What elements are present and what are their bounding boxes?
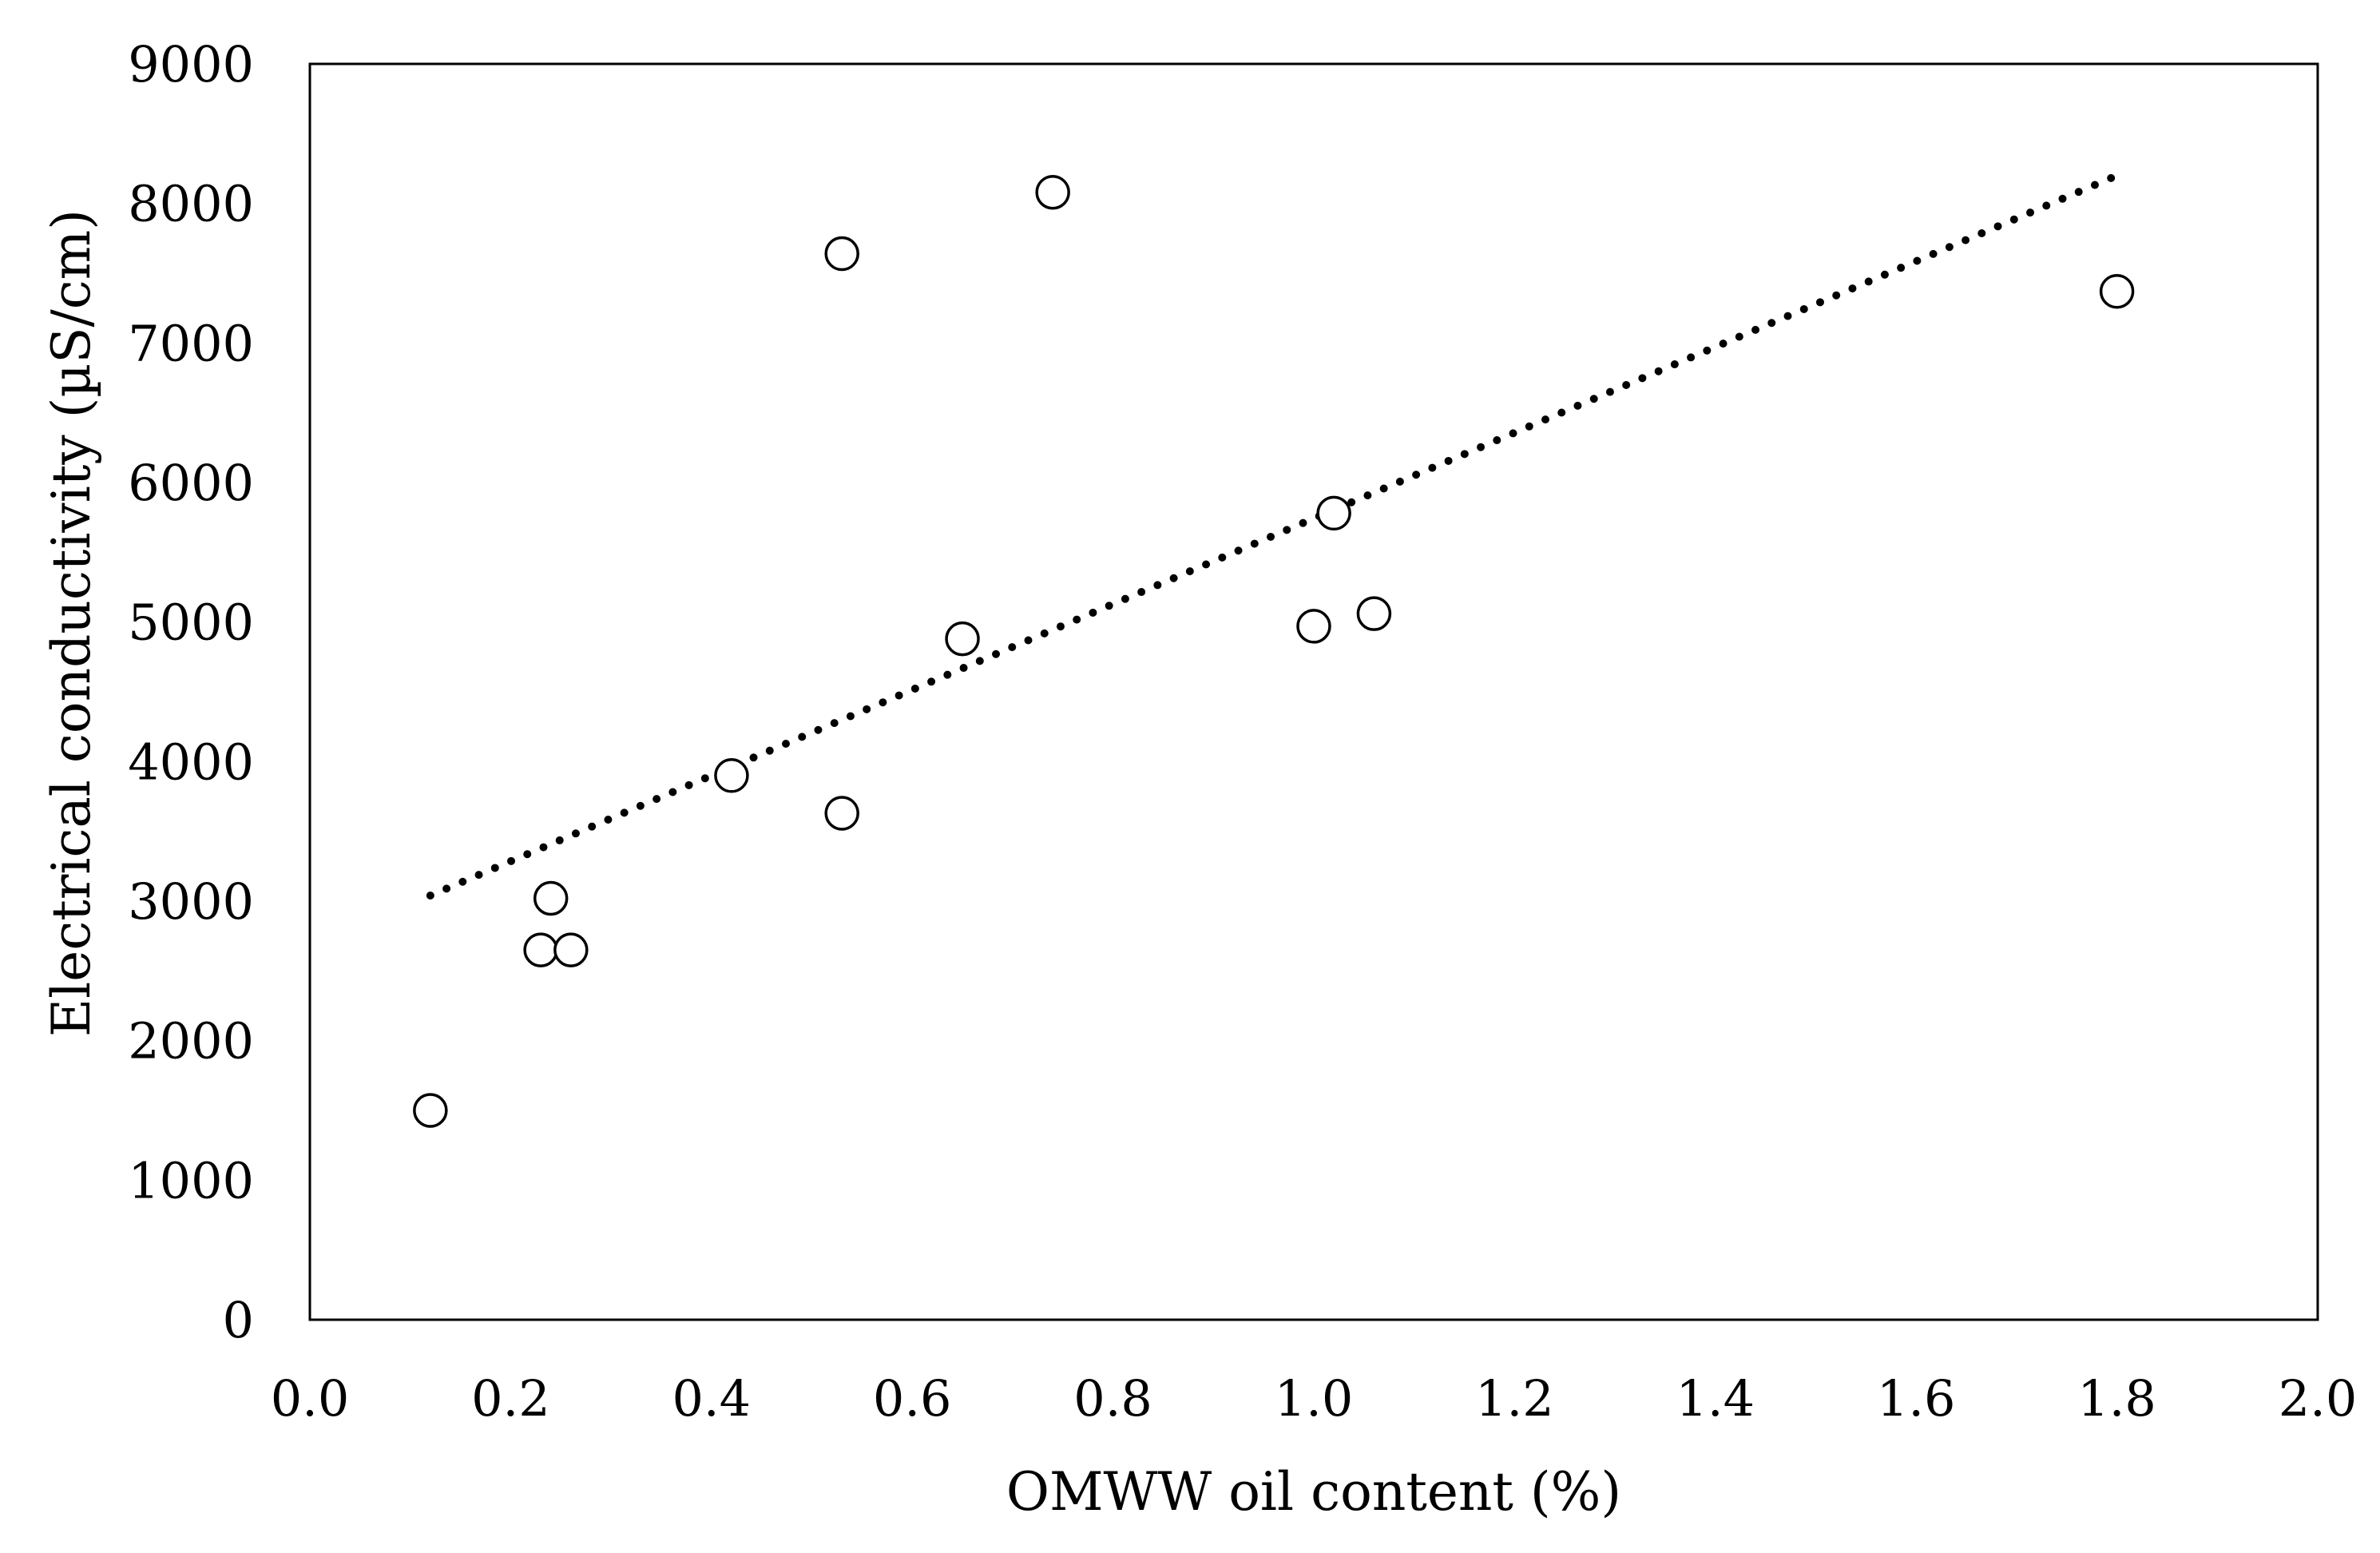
- y-tick-label: 9000: [128, 35, 254, 93]
- x-tick-label: 1.0: [1275, 1369, 1354, 1428]
- y-axis-title: Electrical conductivity (µS/cm): [41, 209, 102, 1037]
- data-point: [945, 621, 980, 657]
- x-tick-label: 0.6: [873, 1369, 952, 1428]
- x-tick-label: 1.8: [2077, 1369, 2156, 1428]
- data-point: [824, 796, 859, 831]
- y-tick-label: 5000: [128, 594, 254, 652]
- data-point: [714, 758, 749, 793]
- y-tick-label: 6000: [128, 454, 254, 512]
- data-point: [1316, 495, 1351, 531]
- y-tick-label: 7000: [128, 314, 254, 372]
- trendline-layer: [426, 171, 2121, 900]
- x-tick-label: 2.0: [2279, 1369, 2358, 1428]
- y-tick-label: 4000: [128, 733, 254, 791]
- y-axis: 0 1000 2000 3000 4000 5000 6000 7000 8000 9000: [128, 35, 254, 1349]
- data-point: [2099, 273, 2135, 309]
- data-point: [523, 932, 558, 967]
- data-point: [553, 932, 589, 967]
- x-tick-label: 0.2: [471, 1369, 550, 1428]
- x-tick-label: 0.8: [1073, 1369, 1152, 1428]
- plot-area-border: [308, 62, 2319, 1321]
- data-point: [1356, 596, 1392, 631]
- x-tick-label: 1.6: [1877, 1369, 1956, 1428]
- y-tick-label: 0: [223, 1291, 254, 1349]
- x-axis-title: OMWW oil content (%): [1006, 1461, 1621, 1523]
- y-tick-label: 1000: [128, 1151, 254, 1209]
- data-points: [413, 174, 2135, 1128]
- x-tick-label: 0.4: [672, 1369, 751, 1428]
- x-tick-label: 1.4: [1676, 1369, 1755, 1428]
- plot-frame: [308, 62, 2319, 1321]
- data-point: [413, 1093, 448, 1128]
- y-tick-label: 3000: [128, 872, 254, 931]
- x-axis: 0.0 0.2 0.4 0.6 0.8 1.0 1.2 1.4 1.6 1.8 2.0: [271, 1369, 2358, 1428]
- x-tick-label: 0.0: [271, 1369, 350, 1428]
- trendline: [426, 171, 2121, 900]
- y-tick-label: 2000: [128, 1012, 254, 1070]
- data-point: [824, 236, 859, 272]
- y-tick-label: 8000: [128, 175, 254, 233]
- data-point: [1296, 609, 1331, 644]
- data-point: [533, 880, 569, 916]
- data-point: [1035, 174, 1070, 210]
- x-tick-label: 1.2: [1475, 1369, 1554, 1428]
